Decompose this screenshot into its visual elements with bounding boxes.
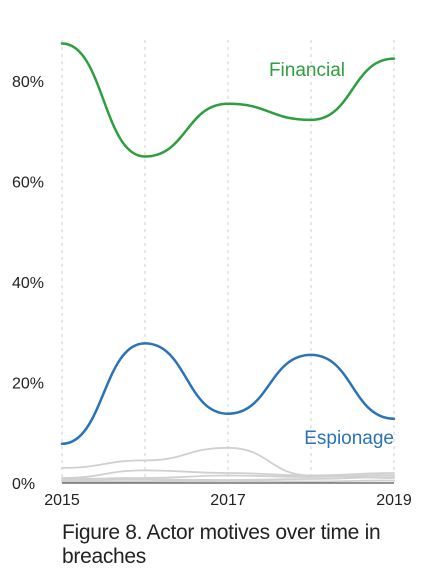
series-line-financial xyxy=(60,42,396,158)
x-tick-label: 2017 xyxy=(210,492,246,509)
series-label-financial: Financial xyxy=(269,60,345,81)
series-line-other xyxy=(61,479,395,483)
series-line-other xyxy=(61,469,395,479)
y-tick-label: 40% xyxy=(12,275,44,292)
series-line-espionage xyxy=(60,342,396,446)
series-line-other xyxy=(61,476,395,482)
y-tick-label: 20% xyxy=(12,376,44,393)
motives-line-chart: 0% 20% 40% 60% 80% 2015 2017 2019 Financial Espio… xyxy=(12,40,412,509)
y-tick-label: 0% xyxy=(12,476,35,493)
figure-caption: Figure 8. Actor motives over time in bre… xyxy=(62,521,381,568)
series-label-espionage: Espionage xyxy=(304,428,394,449)
y-tick-label: 80% xyxy=(12,74,44,91)
series-line-other xyxy=(61,474,395,480)
x-tick-label: 2015 xyxy=(44,492,80,509)
x-tick-label: 2019 xyxy=(376,492,412,509)
y-tick-label: 60% xyxy=(12,175,44,192)
